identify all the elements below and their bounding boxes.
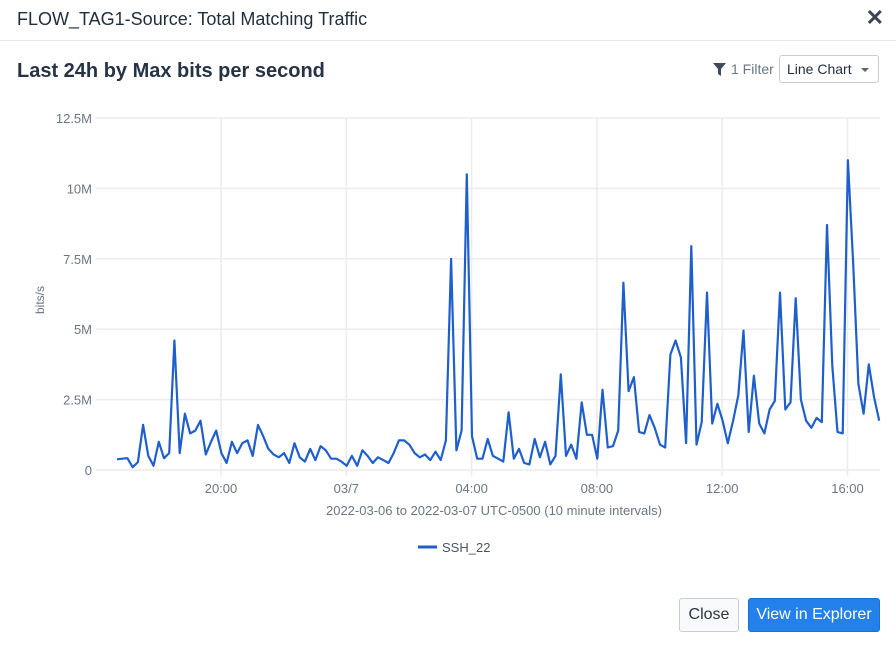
x-tick-label: 20:00 — [205, 481, 238, 496]
modal-title: FLOW_TAG1-Source: Total Matching Traffic — [17, 9, 368, 29]
y-tick-label: 2.5M — [63, 393, 92, 408]
filter-button[interactable]: 1 Filter — [713, 61, 774, 77]
y-tick-label: 12.5M — [56, 111, 92, 126]
grid-lines — [96, 117, 880, 476]
x-tick-label: 16:00 — [831, 481, 864, 496]
x-axis-ticks: 20:00 03/7 04:00 08:00 12:00 16:00 — [205, 481, 864, 496]
legend-label: SSH_22 — [442, 540, 490, 555]
legend[interactable]: SSH_22 — [418, 540, 490, 555]
filter-icon — [713, 62, 726, 76]
chart-type-selected: Line Chart — [787, 61, 852, 77]
x-tick-label: 04:00 — [455, 481, 488, 496]
chart-type-select[interactable]: Line Chart — [779, 55, 879, 83]
x-tick-label: 03/7 — [334, 481, 359, 496]
y-tick-label: 7.5M — [63, 252, 92, 267]
y-axis-label: bits/s — [33, 286, 47, 314]
x-axis-label: 2022-03-06 to 2022-03-07 UTC-0500 (10 mi… — [326, 503, 662, 518]
x-tick-label: 12:00 — [706, 481, 739, 496]
close-button[interactable]: Close — [679, 598, 739, 632]
y-tick-label: 10M — [67, 181, 92, 196]
x-tick-label: 08:00 — [581, 481, 614, 496]
series-group — [116, 159, 881, 469]
filter-label: 1 Filter — [731, 61, 774, 77]
series-line-ssh-22[interactable] — [116, 159, 881, 469]
view-in-explorer-button[interactable]: View in Explorer — [748, 598, 880, 632]
y-axis-ticks: 0 2.5M 5M 7.5M 10M 12.5M — [56, 111, 92, 478]
chart-title: Last 24h by Max bits per second — [17, 60, 325, 82]
line-chart: 0 2.5M 5M 7.5M 10M 12.5M 20:00 03/7 04:00 08:00 1… — [33, 111, 881, 555]
close-icon[interactable]: ✕ — [865, 5, 884, 30]
y-tick-label: 5M — [74, 322, 92, 337]
y-tick-label: 0 — [85, 463, 92, 478]
modal-header: FLOW_TAG1-Source: Total Matching Traffic… — [0, 0, 896, 41]
chevron-down-icon — [861, 68, 869, 72]
